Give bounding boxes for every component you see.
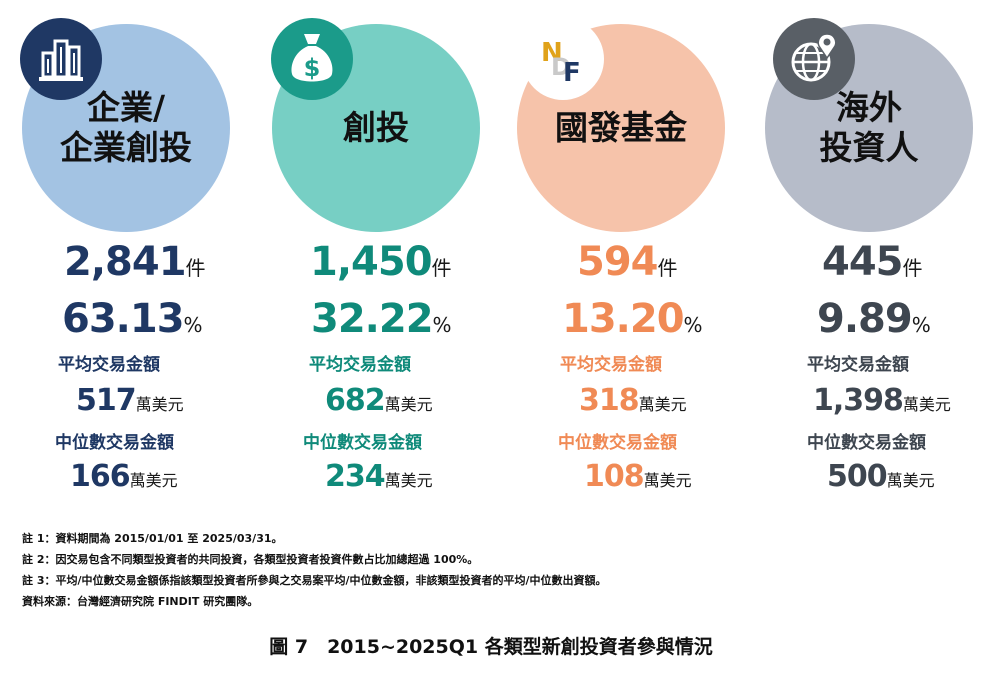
footnote-2: 註 2：因交易包含不同類型投資者的共同投資，各類型投資者投資件數占比加總超過 1… <box>22 553 479 566</box>
median-deal-amount-unit: 萬美元 <box>129 471 178 490</box>
svg-text:F: F <box>563 58 581 88</box>
deal-count-unit: 件 <box>902 256 923 280</box>
deal-share-unit: % <box>911 313 931 337</box>
deal-share-value: 9.89 <box>817 296 913 342</box>
average-deal-amount: 1,398萬美元 <box>813 383 951 423</box>
median-deal-label-value: 中位數交易金額 <box>303 433 422 453</box>
deal-count: 2,841件 <box>64 238 206 292</box>
average-deal-amount-unit: 萬美元 <box>384 395 433 414</box>
investor-column: 創投 $1,450件 32.22% 平均交易金額 682萬美元 中位數交易金額 234萬美元 <box>245 0 490 510</box>
figure-caption: 圖 7 2015~2025Q1 各類型新創投資者參與情況 <box>269 636 713 658</box>
average-deal-amount-unit: 萬美元 <box>902 395 951 414</box>
investor-column: 國發基金 N D F 594件 13.20% 平均交易金額 318萬美元 中位數交易金額 108萬… <box>490 0 735 510</box>
median-deal-amount: 108萬美元 <box>584 459 692 499</box>
deal-count-unit: 件 <box>431 256 452 280</box>
median-deal-label: 中位數交易金額 <box>303 431 422 455</box>
category-title-line: 創投 <box>343 108 409 147</box>
median-deal-amount-value: 234 <box>325 459 386 494</box>
average-deal-label-value: 平均交易金額 <box>807 355 909 375</box>
deal-count: 445件 <box>822 238 923 292</box>
deal-share: 32.22% <box>311 295 452 349</box>
deal-share-value: 13.20 <box>562 296 685 342</box>
deal-share-unit: % <box>183 313 203 337</box>
median-deal-amount-unit: 萬美元 <box>384 471 433 490</box>
median-deal-amount-unit: 萬美元 <box>886 471 935 490</box>
svg-text:$: $ <box>304 54 321 82</box>
average-deal-label-value: 平均交易金額 <box>560 355 662 375</box>
median-deal-label: 中位數交易金額 <box>807 431 926 455</box>
deal-count-unit: 件 <box>185 256 206 280</box>
average-deal-amount-unit: 萬美元 <box>135 395 184 414</box>
median-deal-amount-value: 108 <box>584 459 645 494</box>
category-icon-badge: $ <box>271 18 353 100</box>
median-deal-amount-value: 166 <box>70 459 131 494</box>
category-title-line: 企業創投 <box>60 128 192 167</box>
median-deal-amount-value: 500 <box>827 459 888 494</box>
building-icon <box>39 39 83 81</box>
average-deal-amount-value: 682 <box>325 383 386 418</box>
investor-column: 海外 投資人 445件 9.89% 平均交易金額 1,398萬美元 中位數交易金額 500萬美… <box>737 0 982 510</box>
median-deal-label-value: 中位數交易金額 <box>558 433 677 453</box>
average-deal-label-value: 平均交易金額 <box>58 355 160 375</box>
category-title-line: 投資人 <box>819 128 919 167</box>
deal-share-unit: % <box>432 313 452 337</box>
deal-count: 1,450件 <box>310 238 452 292</box>
deal-count-value: 445 <box>822 239 903 285</box>
footnote-3: 註 3：平均/中位數交易金額係指該類型投資者所參與之交易案平均/中位數金額，非該… <box>22 574 607 587</box>
average-deal-amount: 517萬美元 <box>76 383 184 423</box>
footnotes: 註 1：資料期間為 2015/01/01 至 2025/03/31。 註 2：因… <box>22 528 607 612</box>
deal-count-value: 2,841 <box>64 239 187 285</box>
globe-pin-icon <box>791 33 837 82</box>
median-deal-label-value: 中位數交易金額 <box>807 433 926 453</box>
deal-count-unit: 件 <box>657 256 678 280</box>
deal-share-value: 32.22 <box>311 296 434 342</box>
category-title-line: 海外 <box>836 88 902 127</box>
average-deal-label: 平均交易金額 <box>309 353 411 377</box>
deal-count: 594件 <box>577 238 678 292</box>
median-deal-amount: 234萬美元 <box>325 459 433 499</box>
deal-share: 9.89% <box>817 295 931 349</box>
data-source-note: 資料來源：台灣經濟研究院 FINDIT 研究團隊。 <box>22 595 259 608</box>
average-deal-label: 平均交易金額 <box>560 353 662 377</box>
average-deal-label: 平均交易金額 <box>807 353 909 377</box>
ndf-logo-icon: NDF <box>541 38 581 88</box>
average-deal-amount-unit: 萬美元 <box>638 395 687 414</box>
deal-count-value: 594 <box>577 239 658 285</box>
median-deal-amount: 500萬美元 <box>827 459 935 499</box>
footnote-1: 註 1：資料期間為 2015/01/01 至 2025/03/31。 <box>22 532 283 545</box>
deal-share-value: 63.13 <box>62 296 185 342</box>
average-deal-label: 平均交易金額 <box>58 353 160 377</box>
deal-share-unit: % <box>683 313 703 337</box>
average-deal-label-value: 平均交易金額 <box>309 355 411 375</box>
svg-text:D: D <box>551 53 571 81</box>
category-circle: 創投 <box>272 24 480 232</box>
category-title-line: 國發基金 <box>555 108 687 147</box>
deal-share: 63.13% <box>62 295 203 349</box>
average-deal-amount-value: 318 <box>579 383 640 418</box>
median-deal-amount-unit: 萬美元 <box>643 471 692 490</box>
deal-count-value: 1,450 <box>310 239 433 285</box>
category-icon-badge <box>20 18 102 100</box>
median-deal-amount: 166萬美元 <box>70 459 178 499</box>
average-deal-amount: 682萬美元 <box>325 383 433 423</box>
median-deal-label: 中位數交易金額 <box>55 431 174 455</box>
investor-column: 企業/企業創投 2,841件 63.13% 平均交易金額 517萬美元 中位數交易金額 16… <box>0 0 245 510</box>
average-deal-amount-value: 1,398 <box>813 383 904 418</box>
deal-share: 13.20% <box>562 295 703 349</box>
money-bag-icon: $ <box>291 34 333 82</box>
category-icon-badge <box>773 18 855 100</box>
median-deal-label-value: 中位數交易金額 <box>55 433 174 453</box>
median-deal-label: 中位數交易金額 <box>558 431 677 455</box>
svg-text:N: N <box>541 38 563 68</box>
category-title-line: 企業/ <box>86 88 166 127</box>
average-deal-amount: 318萬美元 <box>579 383 687 423</box>
average-deal-amount-value: 517 <box>76 383 137 418</box>
